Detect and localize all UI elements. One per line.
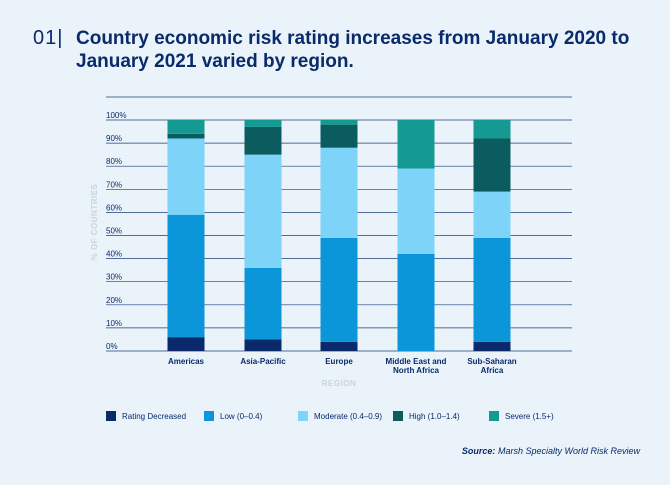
bar-segment (320, 341, 358, 351)
bar-segment (320, 120, 358, 125)
x-category-label: Europe (325, 357, 353, 366)
x-category-label: Asia-Pacific (240, 357, 286, 366)
y-tick-label: 30% (106, 273, 122, 282)
source-note: Source: Marsh Specialty World Risk Revie… (462, 446, 640, 456)
figure-number: 01| (33, 27, 64, 49)
bar-segment (244, 267, 282, 340)
y-tick-label: 40% (106, 250, 122, 259)
y-tick-label: 80% (106, 157, 122, 166)
legend: Rating Decreased Low (0–0.4) Moderate (0.4… (106, 411, 626, 425)
bar-segment (473, 138, 511, 192)
legend-item: Moderate (0.4–0.9) (298, 411, 382, 421)
bar-segment (167, 337, 205, 351)
legend-swatch (489, 411, 499, 421)
x-category-label: Sub-Saharan Africa (467, 357, 516, 375)
bar-segment (167, 214, 205, 338)
bar-segment (167, 120, 205, 134)
bar-segment (473, 341, 511, 351)
legend-label: Moderate (0.4–0.9) (314, 411, 383, 421)
bar-stack (167, 120, 205, 351)
x-category-label: Americas (168, 357, 205, 366)
bar-segment (244, 154, 282, 268)
legend-item: Rating Decreased (106, 411, 186, 421)
y-tick-label: 70% (106, 180, 122, 189)
bar-segment (244, 339, 282, 351)
bar-segment (167, 133, 205, 139)
bar-segment (320, 237, 358, 342)
bar-segment (320, 147, 358, 238)
y-axis-title: % OF COUNTRIES (90, 183, 99, 260)
legend-swatch (204, 411, 214, 421)
bar-segment (167, 138, 205, 215)
bar-segment (244, 120, 282, 127)
legend-item: Severe (1.5+) (489, 411, 554, 421)
legend-item: Low (0–0.4) (204, 411, 262, 421)
x-axis-title: REGION (322, 379, 357, 388)
bar-segment (473, 191, 511, 238)
legend-swatch (298, 411, 308, 421)
legend-label: Severe (1.5+) (505, 411, 554, 421)
y-tick-label: 10% (106, 319, 122, 328)
legend-swatch (393, 411, 403, 421)
y-tick-label: 100% (106, 111, 126, 120)
y-tick-label: 90% (106, 134, 122, 143)
y-tick-label: 50% (106, 227, 122, 236)
bar-segment (473, 120, 511, 139)
legend-label: Rating Decreased (122, 411, 187, 421)
chart-title: Country economic risk rating increases f… (76, 28, 630, 72)
bar-stack (397, 120, 435, 351)
y-tick-label: 60% (106, 203, 122, 212)
bar-segment (320, 124, 358, 148)
y-tick-labels: 0% 10% 20% 30% 40% 50% 60% 70% 80% 90% 100% (106, 111, 126, 351)
legend-label: Low (0–0.4) (220, 411, 263, 421)
stacked-bar-chart: 0% 10% 20% 30% 40% 50% 60% 70% 80% 90% 100% Americ… (90, 96, 572, 388)
bar-segment (244, 126, 282, 155)
source-label: Source: (461, 446, 496, 456)
bar-stack (473, 120, 511, 351)
bar-segment (397, 253, 435, 351)
bar-stack (320, 120, 358, 351)
bar-stack (244, 120, 282, 351)
source-text: Marsh Specialty World Risk Review (497, 446, 640, 456)
legend-label: High (1.0–1.4) (409, 411, 460, 421)
y-tick-label: 20% (106, 296, 122, 305)
legend-swatch (106, 411, 116, 421)
x-category-labels: Americas Asia-Pacific Europe Middle East an… (168, 357, 517, 375)
bars (167, 120, 511, 351)
legend-item: High (1.0–1.4) (393, 411, 460, 421)
x-category-label: Middle East and North Africa (386, 357, 447, 375)
bar-segment (473, 237, 511, 342)
y-tick-label: 0% (106, 342, 118, 351)
bar-segment (397, 168, 435, 254)
bar-segment (397, 120, 435, 169)
